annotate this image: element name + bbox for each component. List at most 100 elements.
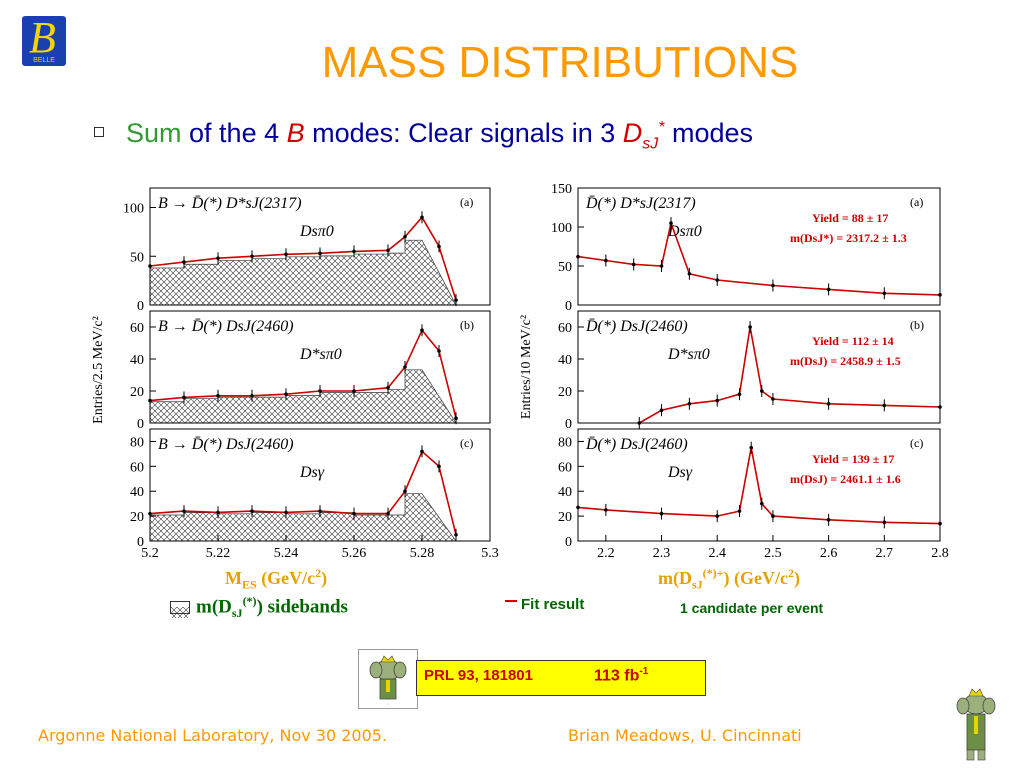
x-tick-label: 5.3: [481, 546, 499, 561]
yield-label: Yield = 88 ± 17: [812, 211, 888, 225]
plot-frame: [577, 310, 941, 424]
data-point: [771, 397, 775, 401]
daughter-label: Dsγ: [299, 464, 325, 481]
data-point: [182, 395, 186, 400]
y-tick-label: 40: [558, 353, 572, 368]
data-point: [352, 389, 356, 393]
data-point: [420, 328, 424, 332]
data-point: [631, 262, 636, 267]
y-tick-label: 60: [130, 321, 144, 336]
daughter-label: Dsπ0: [299, 223, 334, 240]
luminosity-text: 113 fb-1: [594, 666, 649, 685]
data-point: [148, 264, 152, 268]
data-point: [250, 254, 254, 259]
y-tick-label: 20: [558, 385, 572, 400]
data-point: [715, 278, 720, 282]
panel-label: (a): [460, 195, 473, 209]
data-point: [759, 501, 764, 506]
bullet-text-1: of the 4: [181, 118, 287, 148]
data-point: [420, 449, 424, 454]
data-point: [715, 514, 720, 518]
candidate-note: 1 candidate per event: [680, 600, 824, 616]
x-tick-label: 5.28: [410, 546, 435, 561]
data-point: [284, 252, 288, 257]
y-axis-label: Entries/2.5 MeV/c²: [91, 316, 106, 424]
sideband-histogram: [149, 493, 457, 542]
data-point: [826, 402, 831, 406]
data-point: [454, 298, 458, 302]
y-tick-label: 0: [565, 417, 572, 432]
y-tick-label: 0: [137, 299, 144, 314]
decay-label: B → D̄(*) DsJ(2460): [158, 436, 294, 453]
y-tick-label: 80: [558, 435, 572, 450]
y-axis-label: Entries/10 MeV/c²: [519, 315, 534, 419]
y-tick-label: 80: [130, 435, 144, 450]
decay-label: D̄(*) D*sJ(2317): [585, 195, 696, 212]
fit-curve: [149, 450, 457, 535]
data-point: [437, 464, 441, 469]
data-point: [882, 403, 887, 408]
data-point: [284, 392, 288, 396]
data-point: [576, 254, 580, 259]
chart-panel-left-a: 0 50 100 (a) B → D̄(*) D*sJ(2317) Dsπ0: [123, 187, 491, 314]
x-tick-label: 2.6: [820, 546, 838, 561]
y-tick-label: 20: [130, 510, 144, 525]
data-point: [216, 394, 220, 398]
chart-panel-left-c: 0 20 40 60 80 5.2 5.22 5.24 5.26 5.28 5.3 (c) B → D̄…: [91, 316, 499, 561]
data-point: [759, 389, 764, 393]
x-tick-label: 5.2: [141, 546, 159, 561]
data-point: [454, 416, 458, 420]
data-point: [454, 532, 458, 537]
yield-label: Yield = 112 ± 14: [812, 334, 894, 348]
y-tick-label: 20: [130, 385, 144, 400]
y-tick-label: 60: [558, 460, 572, 475]
bullet-dsj: DsJ*: [622, 118, 665, 153]
data-point: [318, 509, 322, 513]
data-point: [938, 521, 942, 526]
decay-label: D̄(*) DsJ(2460): [585, 436, 688, 453]
data-point: [687, 272, 692, 276]
data-point: [749, 445, 754, 450]
data-point: [182, 509, 186, 513]
x-tick-label: 5.24: [274, 546, 299, 561]
x-tick-label: 2.5: [764, 546, 782, 561]
data-point: [576, 505, 580, 510]
sideband-histogram: [149, 239, 457, 306]
data-point: [352, 249, 356, 254]
panel-label: (c): [460, 436, 473, 450]
data-point: [148, 398, 152, 403]
x-tick-label: 2.7: [876, 546, 894, 561]
y-tick-label: 50: [130, 250, 144, 265]
svg-text:~: ~: [387, 702, 389, 706]
data-point: [659, 408, 664, 412]
y-tick-label: 60: [130, 460, 144, 475]
data-point: [604, 258, 608, 263]
data-point: [882, 291, 887, 296]
data-point: [403, 234, 407, 239]
data-point: [748, 325, 752, 329]
plot-frame: [577, 428, 941, 542]
x-tick-label: 2.3: [653, 546, 671, 561]
fit-result-legend: Fit result: [505, 596, 584, 613]
belle-logo: B BELLE: [22, 13, 66, 66]
data-point: [659, 511, 664, 516]
hatch-swatch-icon: [170, 601, 190, 619]
y-tick-label: 100: [123, 202, 144, 217]
decay-label: B → D̄(*) D*sJ(2317): [158, 195, 302, 212]
data-point: [771, 514, 775, 518]
reference-text: PRL 93, 181801: [424, 667, 533, 684]
x-tick-label: 2.8: [931, 546, 949, 561]
x-tick-label: 5.26: [342, 546, 367, 561]
bullet-text-3: modes: [664, 118, 754, 148]
charts-svg: 0 50 100 (a) B → D̄(*) D*sJ(2317) Dsπ0 0 20 40 60…: [91, 182, 949, 561]
data-point: [318, 389, 322, 393]
yield-label: Yield = 139 ± 17: [812, 452, 894, 466]
data-point: [637, 421, 642, 425]
data-point: [687, 402, 692, 406]
data-point: [826, 287, 831, 292]
y-tick-label: 0: [137, 417, 144, 432]
right-x-axis-label: m(DsJ(*)+) (GeV/c2): [658, 566, 800, 592]
data-point: [284, 510, 288, 515]
data-point: [771, 283, 775, 288]
footer-right: Brian Meadows, U. Cincinnati: [568, 726, 802, 745]
